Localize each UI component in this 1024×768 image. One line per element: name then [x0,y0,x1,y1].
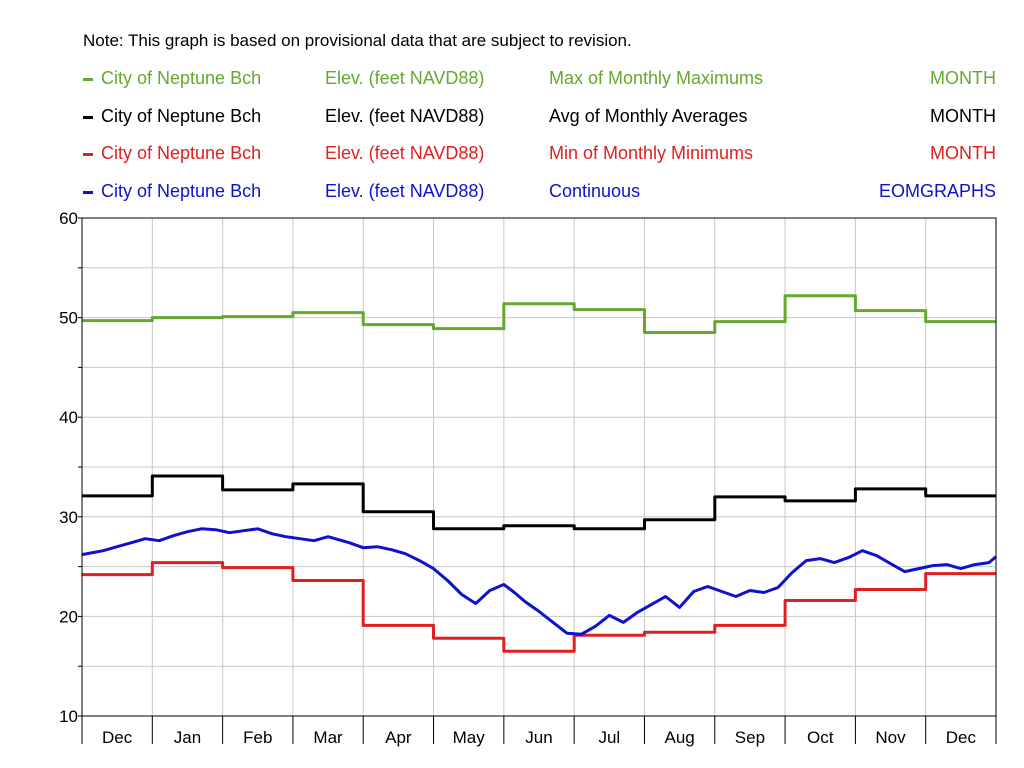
legend-interval: EOMGRAPHS [878,181,996,201]
y-tick-label: 60 [59,209,78,228]
axis-labels: 10 20 30 40 50 60 Dec Jan Feb Mar Apr May Jun Jul Aug S… [59,209,997,747]
grid-lines [82,218,996,716]
legend-interval: MONTH [930,143,996,163]
x-tick-label: Dec [946,728,977,747]
x-tick-label: Dec [102,728,133,747]
legend-row-continuous: City of Neptune Bch Elev. (feet NAVD88) … [83,181,996,205]
legend-interval: MONTH [930,106,996,126]
legend-swatch-min [83,153,93,156]
x-tick-label: Jan [174,728,201,747]
legend-interval: MONTH [930,68,996,88]
legend-statistic: Continuous [549,181,641,201]
legend-row-max: City of Neptune Bch Elev. (feet NAVD88) … [83,68,996,92]
x-tick-label: Mar [313,728,343,747]
legend-statistic: Max of Monthly Maximums [549,68,764,88]
legend-row-min: City of Neptune Bch Elev. (feet NAVD88) … [83,143,996,167]
y-tick-label: 50 [59,309,78,328]
x-tick-label: Jun [525,728,552,747]
legend-swatch-max [83,78,93,81]
series-lines [81,294,997,653]
legend-parameter: Elev. (feet NAVD88) [325,106,485,126]
legend-row-avg: City of Neptune Bch Elev. (feet NAVD88) … [83,106,996,130]
legend-location: City of Neptune Bch [101,68,262,88]
x-tick-label: May [453,728,486,747]
x-tick-label: Aug [664,728,694,747]
provisional-data-note: Note: This graph is based on provisional… [83,31,632,50]
legend-swatch-avg [83,116,93,119]
x-tick-label: Oct [807,728,834,747]
legend-statistic: Avg of Monthly Averages [549,106,748,126]
series-line-0 [82,294,996,334]
x-tick-label: Sep [735,728,765,747]
legend-location: City of Neptune Bch [101,181,262,201]
x-tick-label: Feb [243,728,272,747]
y-tick-label: 10 [59,707,78,726]
legend-location: City of Neptune Bch [101,143,262,163]
y-tick-label: 40 [59,408,78,427]
legend-parameter: Elev. (feet NAVD88) [325,181,485,201]
legend-location: City of Neptune Bch [101,106,262,126]
x-tick-label: Apr [385,728,412,747]
y-tick-label: 20 [59,607,78,626]
x-tick-label: Jul [598,728,620,747]
series-line-2 [82,561,996,653]
legend-parameter: Elev. (feet NAVD88) [325,68,485,88]
legend-parameter: Elev. (feet NAVD88) [325,143,485,163]
legend-statistic: Min of Monthly Minimums [549,143,754,163]
x-tick-label: Nov [875,728,906,747]
legend-swatch-continuous [83,191,93,194]
series-line-1 [82,474,996,531]
series-line-3 [81,527,997,636]
y-tick-label: 30 [59,508,78,527]
